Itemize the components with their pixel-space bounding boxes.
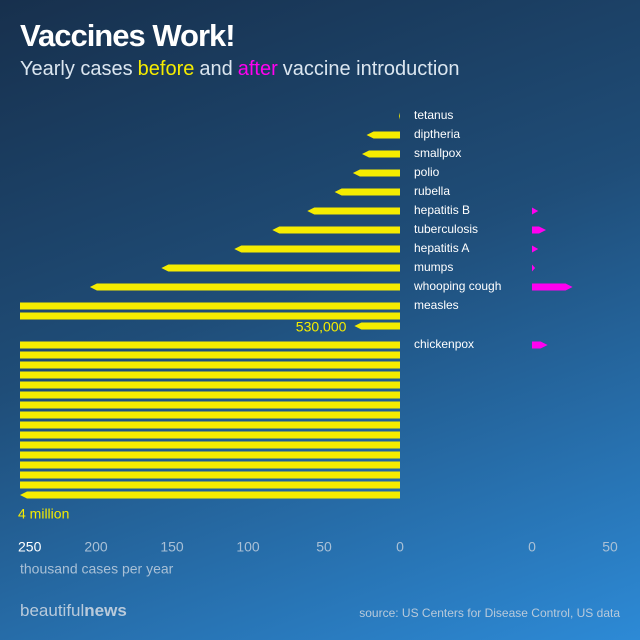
category-label: whooping cough [413,279,501,293]
x-tick-label: 100 [236,539,260,555]
subtitle-part: and [199,58,232,80]
category-label: hepatitis B [414,203,470,217]
category-label: tetanus [414,108,453,122]
before-bar [20,341,400,499]
before-bar [161,264,400,272]
after-bar [532,341,548,349]
after-bar [532,283,573,291]
before-bar [234,245,400,253]
brand-part: news [84,601,127,620]
brand-part: beautiful [20,601,84,620]
x-tick-label: 50 [316,539,332,555]
x2-tick-label: 0 [528,539,536,555]
before-bar [352,169,400,177]
value-label: 4 million [18,506,69,522]
x-axis-label: thousand cases per year [20,561,174,577]
before-bar [399,112,400,120]
x2-tick-label: 50 [602,539,618,555]
subtitle-part: Yearly cases [20,58,133,80]
category-label: rubella [414,184,450,198]
x-tick-label: 250 [18,539,42,555]
category-label: diptheria [414,127,460,141]
after-bar [532,226,547,234]
category-label: chickenpox [414,337,474,351]
legend-entry: before [138,58,195,80]
subtitle: Yearly cases before and after vaccine introd… [20,58,460,80]
before-bar [20,302,400,330]
chart-title: Vaccines Work! [20,18,235,53]
brand: beautifulnews [20,601,127,620]
before-bar [89,283,401,291]
before-bar [362,150,400,158]
value-label: 530,000 [296,319,347,335]
category-label: hepatitis A [414,241,469,255]
subtitle-part: vaccine introduction [283,58,460,80]
after-bar [532,264,536,272]
before-bar [307,207,400,215]
x-tick-label: 150 [160,539,184,555]
category-label: measles [414,298,459,312]
after-bar [532,245,539,253]
legend-entry: after [238,58,278,80]
category-label: smallpox [414,146,461,160]
category-label: mumps [414,260,453,274]
after-bar [532,207,539,215]
x-tick-label: 200 [84,539,108,555]
before-bar [334,188,400,196]
source: source: US Centers for Disease Control, … [359,606,620,620]
x-tick-label: 0 [396,539,404,555]
before-bar [272,226,400,234]
category-label: polio [414,165,440,179]
category-label: tuberculosis [414,222,478,236]
before-bar [366,131,400,139]
